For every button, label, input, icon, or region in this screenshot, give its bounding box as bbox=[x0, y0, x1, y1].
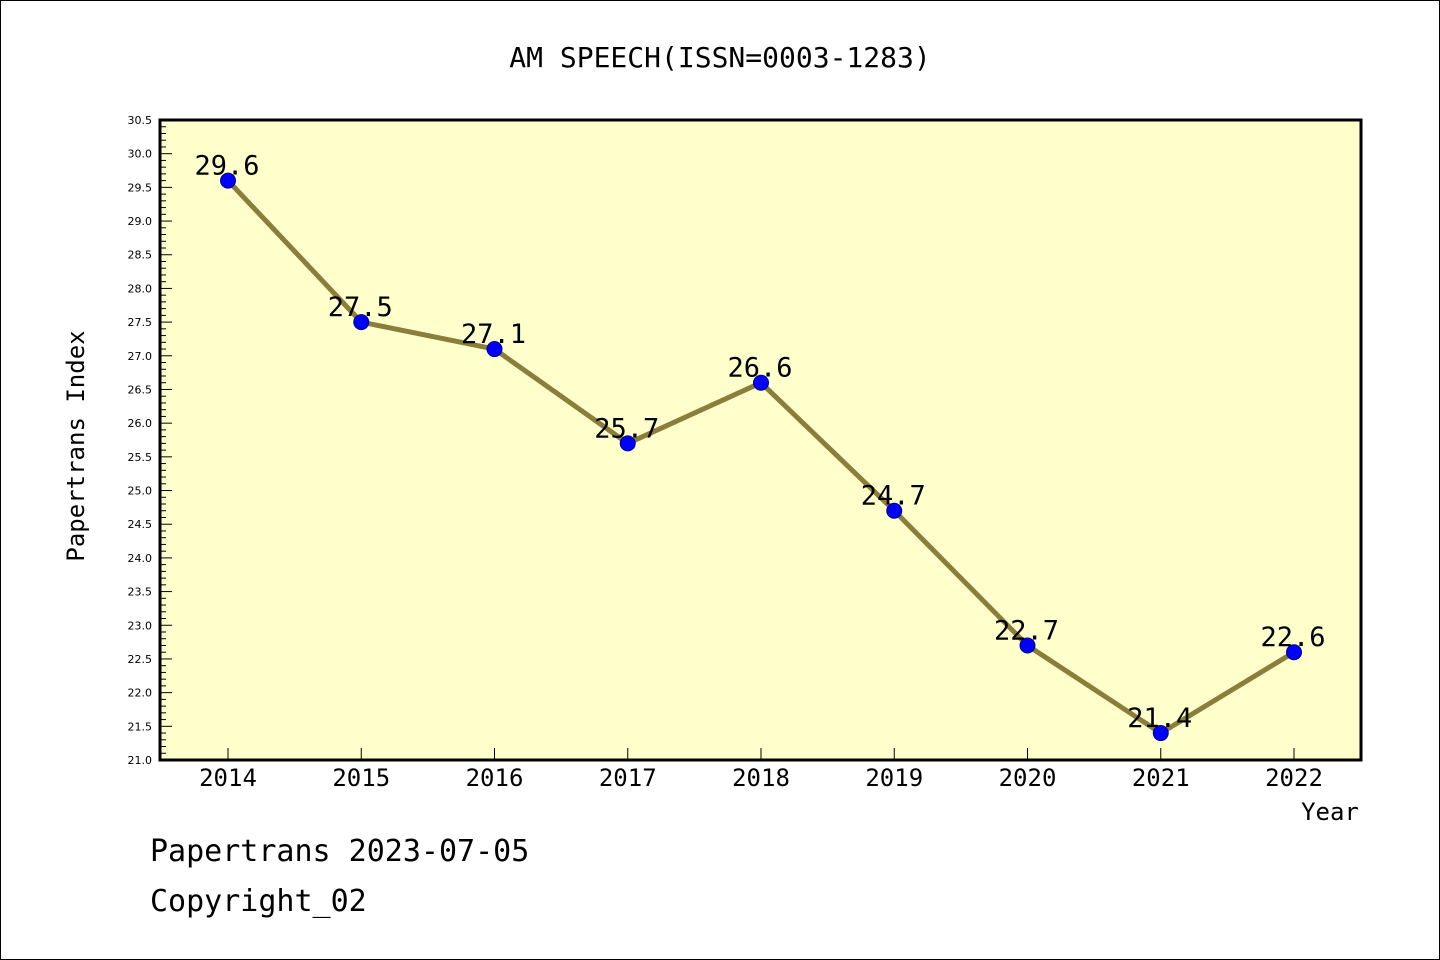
y-tick-label: 28.5 bbox=[128, 249, 153, 262]
x-tick-label: 2016 bbox=[466, 764, 524, 792]
y-tick-label: 21.5 bbox=[128, 720, 153, 733]
x-tick-label: 2017 bbox=[599, 764, 657, 792]
data-point-marker bbox=[886, 502, 903, 519]
data-point-marker bbox=[753, 374, 769, 391]
data-label: 29.6 bbox=[194, 151, 259, 182]
y-tick-label: 27.5 bbox=[128, 316, 153, 329]
data-point-marker bbox=[1019, 637, 1036, 654]
data-label: 21.4 bbox=[1127, 703, 1192, 734]
plot-area bbox=[160, 120, 1361, 760]
footer-copyright: Copyright_02 bbox=[150, 884, 367, 919]
x-tick-label: 2022 bbox=[1265, 764, 1323, 792]
y-tick-label: 27.0 bbox=[128, 350, 153, 363]
y-tick-label: 22.0 bbox=[128, 687, 153, 700]
y-tick-label: 26.0 bbox=[128, 417, 153, 430]
x-tick-label: 2014 bbox=[199, 764, 257, 792]
data-label: 22.7 bbox=[994, 615, 1059, 646]
y-tick-label: 29.0 bbox=[128, 215, 153, 228]
y-tick-label: 26.5 bbox=[128, 383, 153, 396]
data-label: 22.6 bbox=[1260, 622, 1325, 653]
y-axis-label: Papertrans Index bbox=[62, 330, 90, 561]
y-tick-label: 28.0 bbox=[128, 282, 153, 295]
x-axis-label: Year bbox=[1301, 798, 1359, 826]
data-point-marker bbox=[1152, 725, 1169, 742]
data-point-marker bbox=[1286, 644, 1302, 661]
y-tick-label: 30.5 bbox=[128, 114, 153, 127]
x-tick-label: 2018 bbox=[732, 764, 790, 792]
x-axis-ticks: 2014 2015 2016 2017 2018 2019 2020 2021 2022 bbox=[199, 748, 1323, 792]
y-tick-label: 24.0 bbox=[128, 552, 153, 565]
y-tick-label: 24.5 bbox=[128, 518, 153, 531]
y-tick-label: 22.5 bbox=[128, 653, 153, 666]
data-point-marker bbox=[220, 172, 236, 189]
y-axis-ticks: 21.0 21.5 22.0 22.5 23.0 23.5 24.0 24.5 25.0 25.5… bbox=[128, 114, 172, 767]
x-tick-label: 2021 bbox=[1132, 764, 1190, 792]
data-point-marker bbox=[353, 314, 370, 331]
series-markers bbox=[220, 172, 1302, 742]
data-point-marker bbox=[486, 341, 503, 358]
x-tick-label: 2020 bbox=[999, 764, 1057, 792]
data-label: 25.7 bbox=[594, 413, 659, 444]
data-label: 27.1 bbox=[461, 319, 526, 350]
y-tick-label: 29.5 bbox=[128, 181, 153, 194]
data-point-marker bbox=[619, 435, 636, 452]
data-label: 24.7 bbox=[861, 481, 926, 512]
y-tick-label: 25.0 bbox=[128, 485, 153, 498]
plot-border bbox=[158, 118, 1363, 762]
y-tick-label: 30.0 bbox=[128, 148, 153, 161]
y-tick-label: 25.5 bbox=[128, 451, 153, 464]
y-tick-label: 23.5 bbox=[128, 586, 153, 599]
footer-date: Papertrans 2023-07-05 bbox=[150, 834, 530, 869]
data-label: 27.5 bbox=[328, 292, 393, 323]
data-labels: 29.6 27.5 27.1 25.7 26.6 24.7 22.7 21.4 22.6 bbox=[194, 151, 1325, 734]
y-tick-label: 21.0 bbox=[128, 754, 153, 767]
chart-title: AM SPEECH(ISSN=0003-1283) bbox=[509, 41, 930, 74]
x-tick-label: 2015 bbox=[332, 764, 390, 792]
y-tick-label: 23.0 bbox=[128, 619, 153, 632]
x-tick-label: 2019 bbox=[865, 764, 923, 792]
data-label: 26.6 bbox=[727, 353, 792, 384]
